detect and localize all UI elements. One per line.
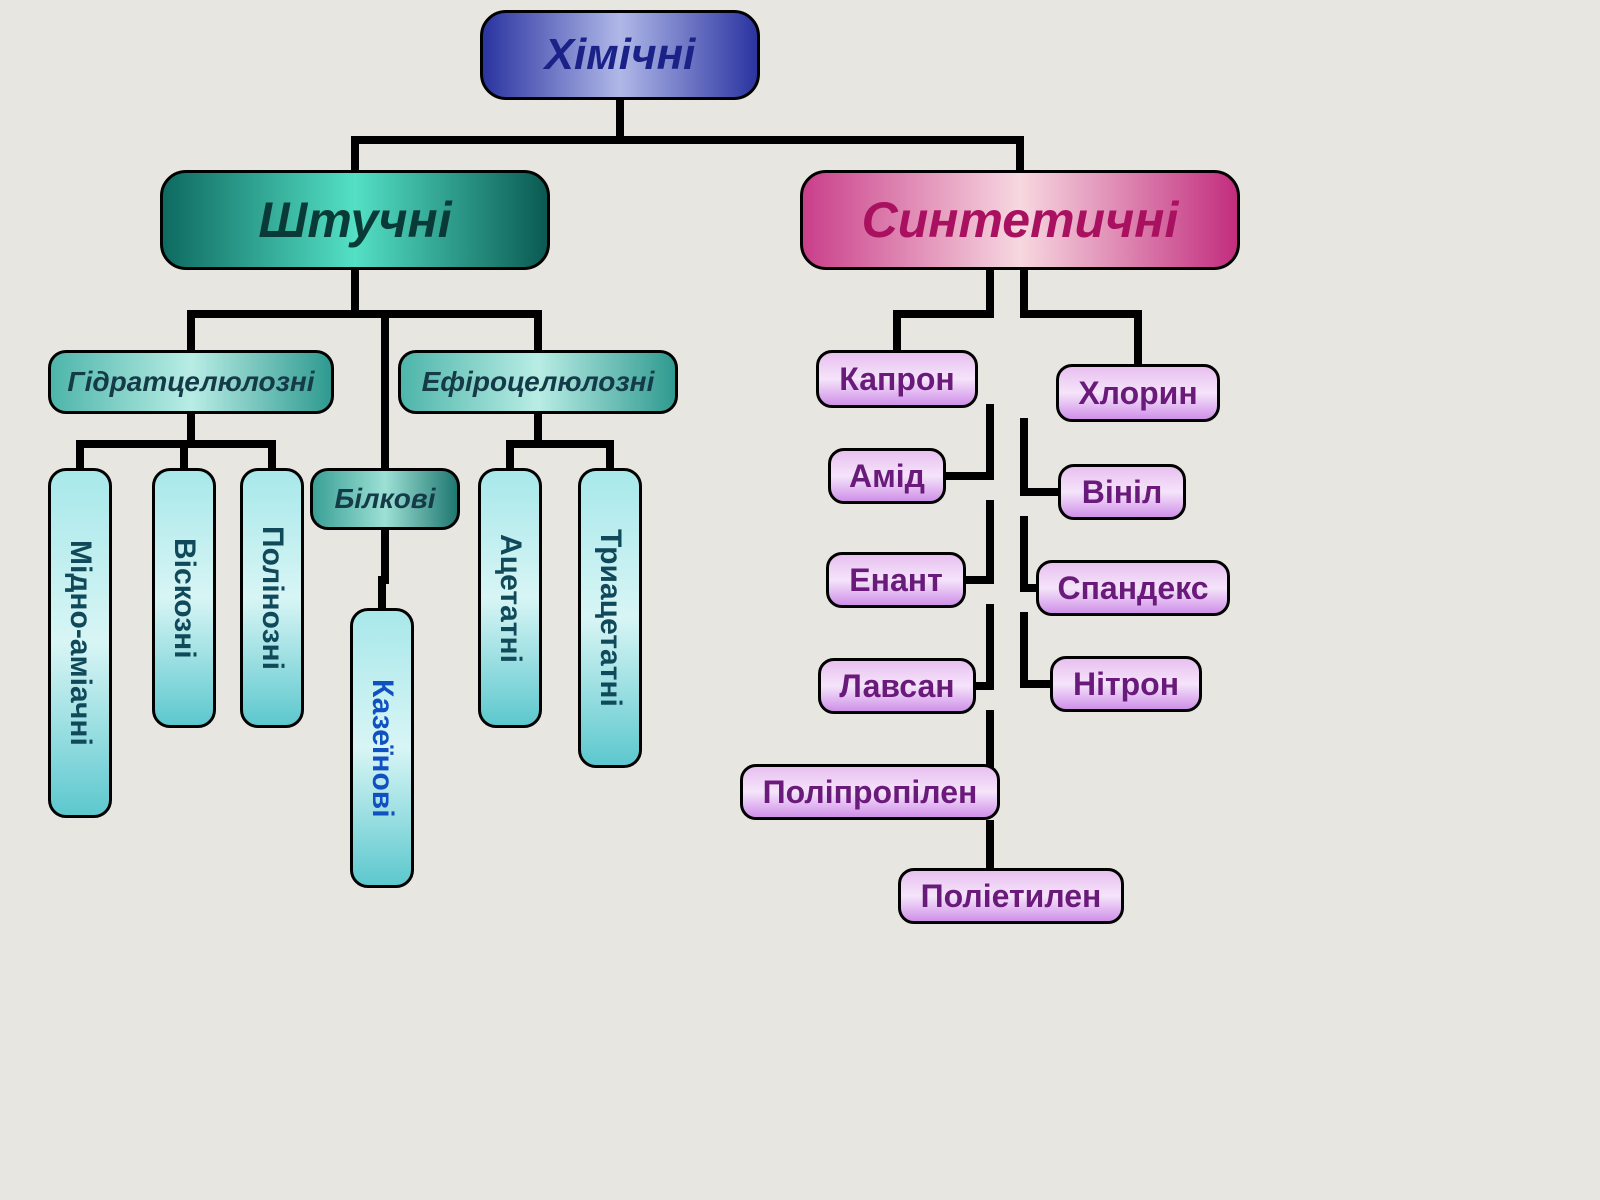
- node-lavsan: Лавсан: [818, 658, 976, 714]
- node-polinoz: Полінозні: [240, 468, 304, 728]
- node-label: Штучні: [258, 191, 451, 249]
- node-label: Віскозні: [167, 538, 201, 659]
- node-acetat: Ацетатні: [478, 468, 542, 728]
- node-label: Хлорин: [1078, 375, 1197, 412]
- node-label: Лавсан: [839, 668, 954, 705]
- node-vinil: Вініл: [1058, 464, 1186, 520]
- node-label: Нітрон: [1073, 666, 1179, 703]
- node-label: Триацетатні: [593, 529, 627, 707]
- node-label: Поліетилен: [921, 878, 1102, 915]
- node-midno: Мідно-аміачні: [48, 468, 112, 818]
- node-efiro: Ефіроцелюлозні: [398, 350, 678, 414]
- node-label: Амід: [849, 458, 925, 495]
- node-label: Хімічні: [545, 30, 696, 80]
- node-label: Білкові: [334, 483, 435, 515]
- node-nitron: Нітрон: [1050, 656, 1202, 712]
- node-label: Гідратцелюлозні: [67, 366, 314, 398]
- node-label: Капрон: [839, 361, 954, 398]
- node-synthetic: Синтетичні: [800, 170, 1240, 270]
- node-label: Синтетичні: [862, 191, 1179, 249]
- node-polyeth: Поліетилен: [898, 868, 1124, 924]
- node-kapron: Капрон: [816, 350, 978, 408]
- node-hydrat: Гідратцелюлозні: [48, 350, 334, 414]
- node-viskoz: Віскозні: [152, 468, 216, 728]
- node-amid: Амід: [828, 448, 946, 504]
- node-kazein: Казеїнові: [350, 608, 414, 888]
- node-triacetat: Триацетатні: [578, 468, 642, 768]
- node-artificial: Штучні: [160, 170, 550, 270]
- node-protein: Білкові: [310, 468, 460, 530]
- node-label: Мідно-аміачні: [63, 540, 97, 746]
- node-label: Спандекс: [1057, 570, 1208, 607]
- node-label: Енант: [849, 562, 942, 599]
- node-spandex: Спандекс: [1036, 560, 1230, 616]
- node-label: Ацетатні: [493, 534, 527, 663]
- node-chlorin: Хлорин: [1056, 364, 1220, 422]
- node-label: Полінозні: [255, 526, 289, 670]
- node-enant: Енант: [826, 552, 966, 608]
- node-label: Казеїнові: [365, 679, 399, 818]
- node-root: Хімічні: [480, 10, 760, 100]
- node-label: Поліпропілен: [763, 774, 978, 811]
- node-polyprop: Поліпропілен: [740, 764, 1000, 820]
- node-label: Вініл: [1082, 474, 1163, 511]
- node-label: Ефіроцелюлозні: [422, 366, 655, 398]
